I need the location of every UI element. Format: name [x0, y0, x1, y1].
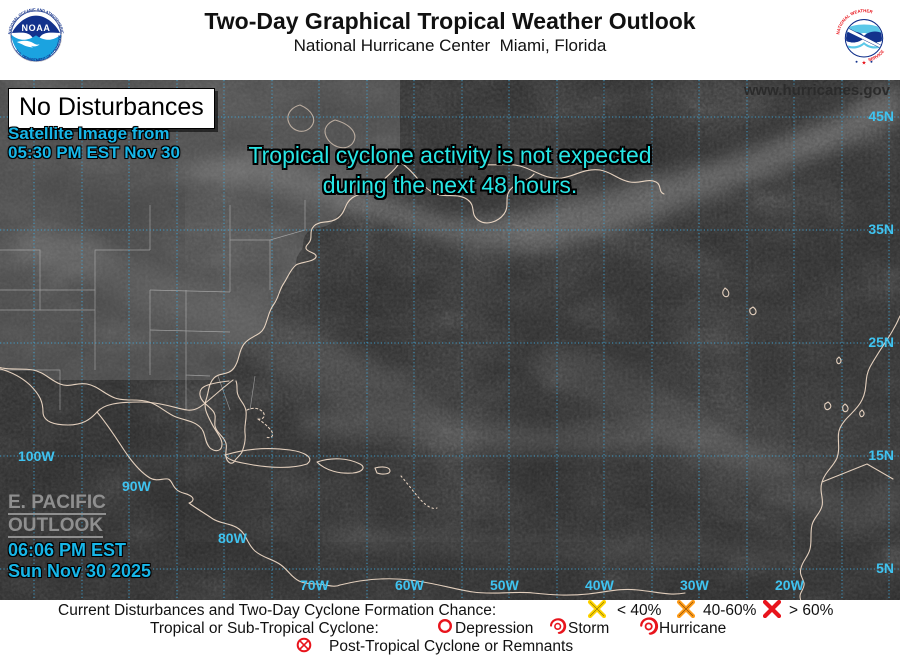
svg-text:NOAA: NOAA	[22, 23, 51, 33]
svg-text:★: ★	[861, 59, 866, 66]
